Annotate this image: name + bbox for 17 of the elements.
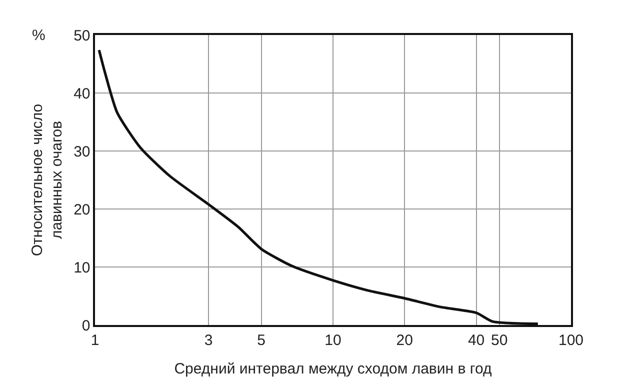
text: % (32, 27, 46, 44)
x-tick-label: 3 (204, 332, 213, 349)
x-tick-label: 100 (558, 332, 584, 349)
y-tick-label: 40 (74, 85, 90, 102)
x-tick-label: 40 (468, 332, 485, 349)
x-axis-title: Средний интервал между сходом лавин в год (174, 360, 492, 378)
y-tick-label: 20 (74, 201, 90, 218)
y-axis-title: Относительное число лавинных очагов (28, 104, 66, 256)
x-tick-label: 10 (324, 332, 342, 349)
x-tick-label: 5 (257, 332, 266, 349)
y-tick-label: 30 (74, 143, 90, 160)
x-tick-label: 20 (396, 332, 413, 349)
x-tick-label: 1 (90, 332, 100, 349)
y-tick-label: 10 (74, 259, 90, 276)
x-tick-label: 50 (491, 332, 508, 349)
y-tick-label: 0 (82, 317, 90, 334)
y-tick-label: 50 (74, 27, 90, 44)
